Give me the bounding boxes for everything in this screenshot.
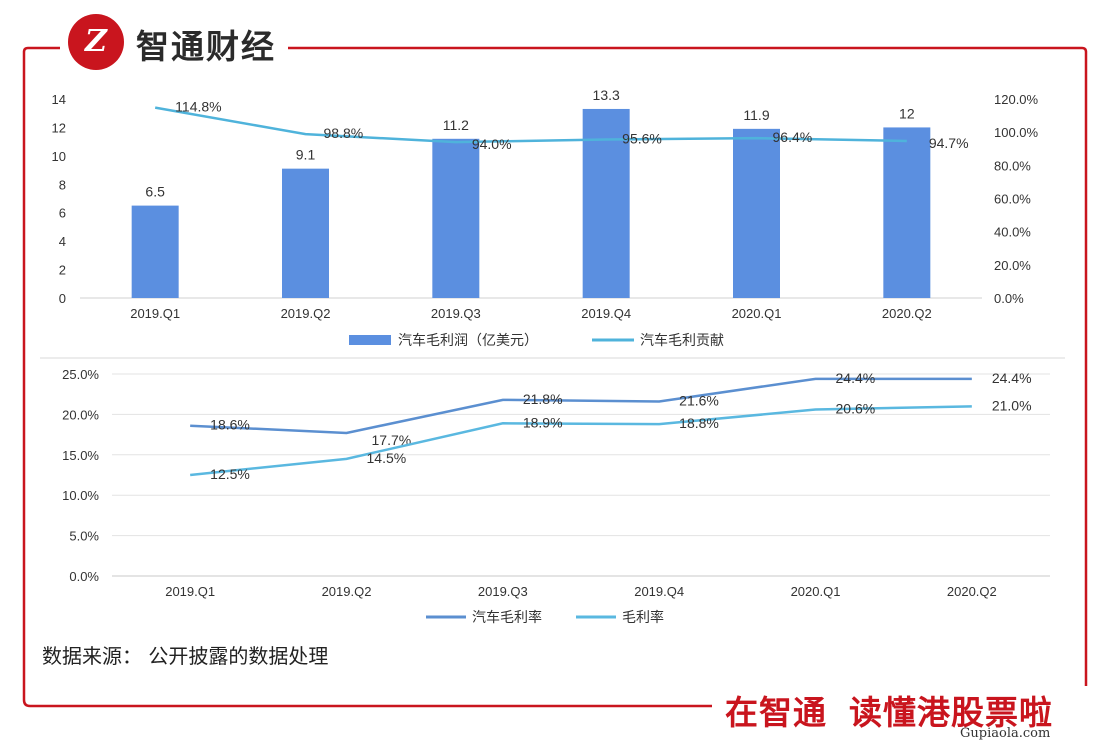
line-total-margin xyxy=(190,405,972,477)
line-data-label: 17.7% xyxy=(372,432,412,448)
y2-tick-label: 100.0% xyxy=(994,125,1039,140)
bar-data-label: 11.9 xyxy=(743,107,769,123)
bar-data-label: 12 xyxy=(899,105,915,121)
line-data-label: 94.7% xyxy=(929,135,969,151)
legend-label-bar: 汽车毛利润（亿美元） xyxy=(398,332,538,348)
line-data-label: 21.0% xyxy=(992,397,1032,413)
frame-border-right xyxy=(288,46,1088,686)
line-contribution xyxy=(154,106,907,144)
line-auto-margin xyxy=(190,377,972,435)
y-tick-label: 25.0% xyxy=(62,367,99,382)
y2-tick-label: 60.0% xyxy=(994,192,1031,207)
y-tick-label: 0.0% xyxy=(69,569,99,584)
watermark: Gupiaola.com xyxy=(960,726,1051,741)
y-tick-label: 12 xyxy=(52,120,66,135)
line-data-label: 18.6% xyxy=(210,417,250,433)
line-data-label: 98.8% xyxy=(324,125,364,141)
y-tick-label: 15.0% xyxy=(62,448,99,463)
slogan-part-1: 在智通 xyxy=(725,693,827,732)
line-data-label: 24.4% xyxy=(992,370,1032,386)
x-tick-label: 2020.Q2 xyxy=(947,584,997,599)
bar-data-label: 13.3 xyxy=(593,87,620,103)
y-tick-label: 10 xyxy=(52,149,66,164)
y-tick-label: 4 xyxy=(59,234,66,249)
y-tick-label: 20.0% xyxy=(62,407,99,422)
bar xyxy=(733,128,780,298)
line-data-label: 24.4% xyxy=(836,370,876,386)
x-tick-label: 2019.Q1 xyxy=(130,306,180,321)
x-tick-label: 2019.Q3 xyxy=(431,306,481,321)
y2-tick-label: 120.0% xyxy=(994,92,1039,107)
x-tick-label: 2020.Q1 xyxy=(732,306,782,321)
y-tick-label: 2 xyxy=(59,263,66,278)
line-data-label: 21.8% xyxy=(523,391,563,407)
bar xyxy=(432,138,480,298)
x-tick-label: 2019.Q2 xyxy=(281,306,331,321)
line-data-label: 114.8% xyxy=(175,99,221,115)
line-data-label: 95.6% xyxy=(622,130,662,146)
line-data-label: 20.6% xyxy=(836,401,876,417)
y2-tick-label: 40.0% xyxy=(994,225,1031,240)
y2-tick-label: 80.0% xyxy=(994,158,1031,173)
footer-slogan: 在智通 读懂港股票啦 xyxy=(725,686,1053,734)
slogan-part-2: 读懂港股票啦 xyxy=(849,693,1053,732)
logo-glyph: Z xyxy=(85,24,107,59)
line-data-label: 21.6% xyxy=(679,392,719,408)
y-tick-label: 6 xyxy=(59,206,66,221)
legend-swatch-bar xyxy=(349,335,391,345)
legend-label-auto: 汽车毛利率 xyxy=(472,609,542,625)
y-tick-label: 14 xyxy=(52,92,66,107)
line-data-label: 12.5% xyxy=(210,466,250,482)
x-tick-label: 2020.Q1 xyxy=(791,584,841,599)
x-tick-label: 2019.Q1 xyxy=(165,584,215,599)
y-tick-label: 5.0% xyxy=(69,529,99,544)
frame-border xyxy=(22,46,712,708)
x-tick-label: 2020.Q2 xyxy=(882,306,932,321)
bar-data-label: 6.5 xyxy=(145,184,165,200)
legend-label-total: 毛利率 xyxy=(622,609,664,625)
x-tick-label: 2019.Q4 xyxy=(634,584,684,599)
source-note: 数据来源： 公开披露的数据处理 xyxy=(42,644,329,668)
bar xyxy=(282,168,329,298)
line-data-label: 14.5% xyxy=(367,450,407,466)
y2-tick-label: 20.0% xyxy=(994,258,1031,273)
y-tick-label: 8 xyxy=(59,177,66,192)
line-data-label: 96.4% xyxy=(773,129,813,145)
y-tick-label: 0 xyxy=(59,291,66,306)
line-data-label: 18.9% xyxy=(523,414,563,430)
x-tick-label: 2019.Q4 xyxy=(581,306,631,321)
x-tick-label: 2019.Q2 xyxy=(322,584,372,599)
bar-data-label: 9.1 xyxy=(296,147,316,163)
y-tick-label: 10.0% xyxy=(62,488,99,503)
line-data-label: 18.8% xyxy=(679,415,719,431)
brand-name: 智通财经 xyxy=(136,27,276,66)
bar xyxy=(131,205,179,298)
line-data-label: 94.0% xyxy=(472,136,512,152)
bar-data-label: 11.2 xyxy=(443,117,469,133)
legend-label-line: 汽车毛利贡献 xyxy=(640,332,724,348)
bar xyxy=(883,127,931,298)
x-tick-label: 2019.Q3 xyxy=(478,584,528,599)
y2-tick-label: 0.0% xyxy=(994,291,1024,306)
brand-logo: Z xyxy=(68,14,124,70)
